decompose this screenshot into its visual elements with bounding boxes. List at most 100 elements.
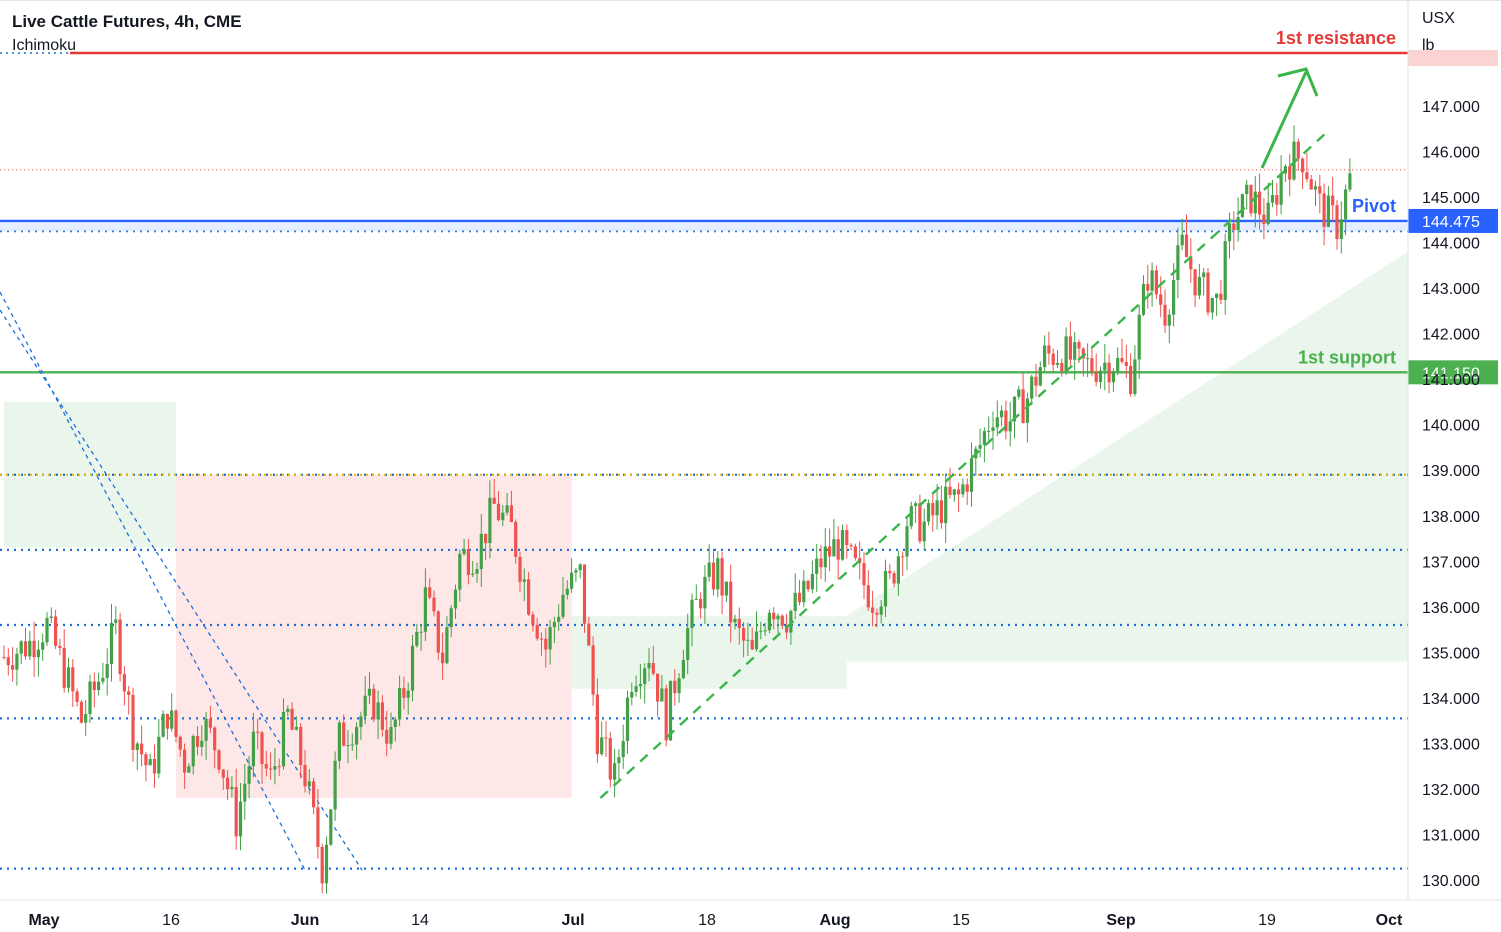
candle-body — [114, 619, 118, 623]
candle-body — [651, 663, 655, 674]
candle-body — [1197, 277, 1201, 296]
candle-body — [1055, 362, 1060, 366]
y-tick-label: 134.000 — [1422, 691, 1480, 708]
candle-body — [101, 677, 105, 682]
candle-body — [531, 614, 535, 625]
candle-body — [462, 549, 466, 554]
candle-body — [948, 486, 952, 495]
candle-body — [140, 743, 144, 755]
candle-body — [109, 622, 114, 665]
level-label: 1st resistance — [1276, 28, 1396, 48]
channel-line-upper — [0, 291, 306, 871]
candle-body — [703, 576, 707, 609]
candle-body — [389, 726, 393, 744]
x-tick-label: May — [28, 912, 59, 929]
candle-body — [66, 667, 71, 688]
candle-body — [1107, 362, 1111, 383]
candle-body — [178, 736, 182, 750]
candle-body — [1000, 410, 1004, 418]
candle-body — [729, 581, 733, 623]
candle-body — [307, 781, 311, 787]
candle-body — [496, 503, 501, 521]
annotations: 1st resistance Pivot 1st support — [1260, 28, 1396, 367]
candle-body — [234, 787, 238, 837]
candle-body — [152, 759, 157, 774]
candle-body — [901, 556, 905, 558]
candle-body — [118, 619, 122, 675]
candle-body — [445, 627, 449, 664]
candle-body — [1288, 166, 1292, 180]
candle-body — [806, 580, 810, 590]
candle-body — [277, 766, 281, 768]
candle-body — [1215, 293, 1219, 298]
candle-body — [484, 533, 488, 544]
candle-body — [54, 616, 58, 646]
candle-body — [582, 564, 587, 624]
candle-body — [1025, 398, 1029, 423]
candle-body — [1193, 269, 1197, 296]
x-tick-label: 18 — [698, 912, 716, 929]
candle-body — [1322, 193, 1326, 227]
candle-body — [888, 571, 892, 574]
candle-body — [316, 807, 320, 847]
ichimoku-cloud-segment — [846, 251, 1408, 662]
candle-body — [329, 809, 333, 845]
candle-body — [1103, 362, 1107, 371]
x-tick-label: Jun — [291, 912, 319, 929]
candle-body — [905, 526, 909, 557]
candle-body — [1275, 195, 1279, 205]
candle-body — [935, 500, 939, 516]
candle-body — [759, 630, 763, 632]
x-tick-label: Aug — [819, 912, 850, 929]
level-label: Pivot — [1352, 196, 1396, 216]
candle-body — [492, 497, 496, 504]
candle-body — [961, 484, 965, 495]
candle-body — [767, 612, 771, 631]
indicator-label[interactable]: Ichimoku — [12, 37, 77, 54]
candle-body — [1090, 358, 1094, 372]
candle-body — [1073, 342, 1077, 360]
candle-body — [385, 729, 389, 744]
price-tag: 141.150 — [1422, 365, 1480, 382]
candle-body — [428, 587, 432, 598]
candle-body — [909, 506, 913, 527]
level-label: 1st support — [1298, 347, 1396, 367]
candle-body — [578, 564, 582, 571]
candle-body — [699, 598, 703, 609]
candle-body — [1180, 234, 1184, 246]
candle-body — [776, 615, 780, 620]
candle-body — [97, 681, 101, 691]
candle-body — [750, 639, 754, 650]
candle-body — [453, 589, 458, 609]
candle-body — [264, 764, 268, 769]
y-tick-label: 145.000 — [1422, 190, 1480, 207]
candle-body — [1283, 166, 1287, 174]
y-tick-label: 138.000 — [1422, 509, 1480, 526]
candle-body — [1038, 367, 1042, 386]
candle-body — [681, 659, 685, 679]
x-tick-label: 19 — [1258, 912, 1276, 929]
candle-body — [613, 763, 617, 780]
candle-body — [711, 562, 716, 590]
candle-body — [28, 640, 32, 657]
candle-body — [673, 680, 677, 694]
candle-body — [643, 668, 647, 685]
candle-body — [419, 631, 423, 633]
candle-body — [161, 713, 165, 737]
x-tick-label: Sep — [1106, 912, 1136, 929]
candle-body — [621, 740, 625, 758]
candle-body — [815, 558, 819, 574]
candle-body — [432, 597, 436, 612]
candle-body — [1245, 184, 1249, 195]
candle-body — [625, 697, 630, 741]
candle-body — [660, 688, 664, 702]
candle-body — [522, 579, 526, 582]
candle-body — [1012, 396, 1017, 422]
candle-body — [58, 645, 62, 648]
candle-body — [845, 530, 849, 546]
candle-body — [780, 615, 784, 626]
candle-body — [1146, 283, 1150, 291]
candle-body — [785, 625, 789, 633]
candle-body — [1030, 376, 1034, 399]
